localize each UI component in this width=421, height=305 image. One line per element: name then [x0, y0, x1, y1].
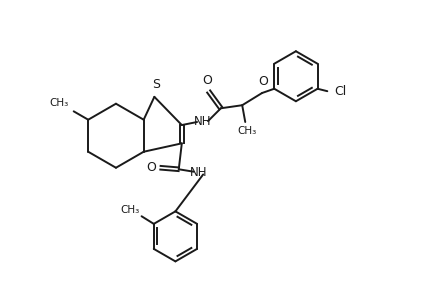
- Text: Cl: Cl: [334, 85, 346, 98]
- Text: CH₃: CH₃: [121, 205, 140, 215]
- Text: CH₃: CH₃: [237, 126, 256, 136]
- Text: NH: NH: [190, 166, 207, 179]
- Text: CH₃: CH₃: [50, 98, 69, 108]
- Text: S: S: [152, 78, 160, 92]
- Text: O: O: [258, 75, 268, 88]
- Text: O: O: [203, 74, 212, 87]
- Text: O: O: [147, 161, 157, 174]
- Text: NH: NH: [194, 116, 211, 128]
